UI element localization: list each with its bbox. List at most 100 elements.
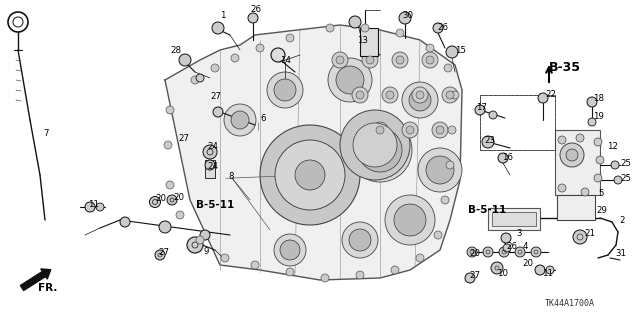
Bar — [480, 95, 555, 150]
Circle shape — [212, 22, 224, 34]
Circle shape — [489, 111, 497, 119]
Circle shape — [566, 149, 578, 161]
Circle shape — [166, 106, 174, 114]
Circle shape — [286, 268, 294, 276]
Circle shape — [446, 161, 454, 169]
Text: 5: 5 — [598, 188, 604, 197]
Text: 27: 27 — [178, 133, 189, 142]
Text: 20: 20 — [173, 193, 184, 202]
Circle shape — [356, 271, 364, 279]
Circle shape — [467, 247, 477, 257]
Circle shape — [406, 126, 414, 134]
Circle shape — [596, 156, 604, 164]
Circle shape — [155, 250, 165, 260]
Circle shape — [260, 125, 360, 225]
Text: B-35: B-35 — [549, 60, 581, 74]
Text: 11: 11 — [542, 269, 553, 278]
Circle shape — [483, 247, 493, 257]
Bar — [557, 195, 595, 220]
Text: 13: 13 — [357, 36, 368, 44]
Circle shape — [321, 274, 329, 282]
Text: 2: 2 — [619, 215, 625, 225]
Text: 24: 24 — [207, 162, 218, 171]
Text: 23: 23 — [484, 135, 495, 145]
Circle shape — [251, 261, 259, 269]
Circle shape — [448, 126, 456, 134]
Circle shape — [267, 72, 303, 108]
Circle shape — [412, 87, 428, 103]
Circle shape — [376, 126, 384, 134]
Circle shape — [416, 91, 424, 99]
Circle shape — [391, 266, 399, 274]
Circle shape — [352, 87, 368, 103]
Circle shape — [394, 204, 426, 236]
Circle shape — [538, 93, 548, 103]
Circle shape — [150, 196, 161, 207]
Circle shape — [426, 44, 434, 52]
Circle shape — [444, 64, 452, 72]
Circle shape — [211, 64, 219, 72]
Circle shape — [187, 237, 203, 253]
Circle shape — [594, 174, 602, 182]
Circle shape — [515, 247, 525, 257]
Circle shape — [594, 138, 602, 146]
Circle shape — [328, 58, 372, 102]
Circle shape — [332, 52, 348, 68]
Bar — [360, 28, 378, 56]
Text: 15: 15 — [455, 45, 466, 54]
Circle shape — [286, 34, 294, 42]
Circle shape — [436, 126, 444, 134]
Circle shape — [432, 122, 448, 138]
Circle shape — [270, 140, 350, 220]
Text: 25: 25 — [620, 173, 631, 182]
Text: 9: 9 — [204, 246, 209, 255]
Circle shape — [576, 134, 584, 142]
Circle shape — [120, 217, 130, 227]
Text: 3: 3 — [516, 228, 522, 237]
Circle shape — [451, 91, 459, 99]
Circle shape — [366, 56, 374, 64]
Text: 11: 11 — [88, 199, 99, 209]
Text: 18: 18 — [593, 93, 604, 102]
Circle shape — [358, 128, 402, 172]
Circle shape — [349, 16, 361, 28]
Circle shape — [231, 111, 249, 129]
Circle shape — [396, 56, 404, 64]
Circle shape — [340, 110, 410, 180]
Text: 21: 21 — [584, 228, 595, 237]
Circle shape — [191, 76, 199, 84]
Circle shape — [587, 97, 597, 107]
Text: 7: 7 — [43, 129, 49, 138]
Circle shape — [482, 136, 494, 148]
Circle shape — [531, 247, 541, 257]
Bar — [480, 95, 555, 150]
Circle shape — [546, 266, 554, 274]
Text: 20: 20 — [469, 249, 480, 258]
Text: 29: 29 — [596, 205, 607, 214]
Polygon shape — [165, 25, 462, 280]
Circle shape — [348, 118, 412, 182]
Circle shape — [231, 54, 239, 62]
Circle shape — [446, 46, 458, 58]
Text: 19: 19 — [593, 111, 604, 121]
Text: 8: 8 — [228, 172, 234, 180]
Text: FR.: FR. — [38, 283, 58, 293]
Circle shape — [416, 254, 424, 262]
Circle shape — [349, 229, 371, 251]
Circle shape — [475, 105, 485, 115]
FancyArrow shape — [20, 269, 51, 291]
Circle shape — [558, 184, 566, 192]
Text: 1: 1 — [220, 11, 225, 20]
Circle shape — [399, 12, 411, 24]
Text: 25: 25 — [620, 158, 631, 167]
Text: TK44A1700A: TK44A1700A — [545, 299, 595, 308]
Circle shape — [442, 87, 458, 103]
Circle shape — [422, 52, 438, 68]
Circle shape — [200, 230, 210, 240]
Circle shape — [280, 240, 300, 260]
Circle shape — [446, 91, 454, 99]
Text: 26: 26 — [506, 242, 517, 251]
Circle shape — [611, 161, 619, 169]
Circle shape — [196, 236, 204, 244]
Circle shape — [418, 148, 462, 192]
